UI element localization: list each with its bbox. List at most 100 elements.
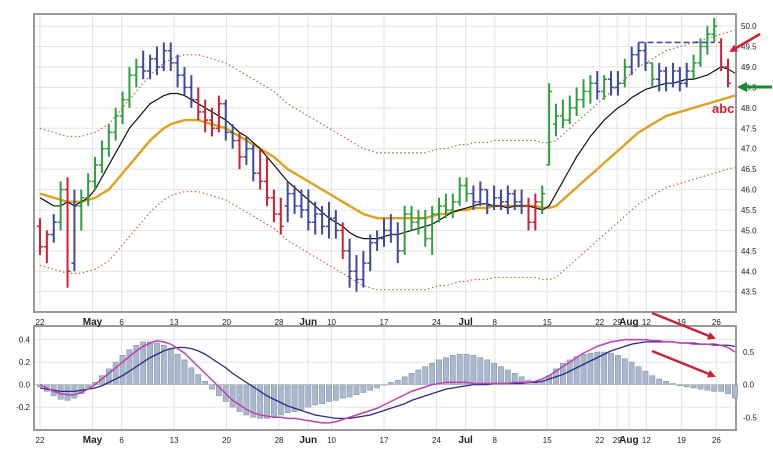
ohlc-bar — [57, 181, 64, 231]
ohlc-bar — [153, 46, 160, 76]
ohlc-bar — [367, 234, 374, 272]
macd-histogram-bar — [718, 384, 725, 392]
macd-histogram-bar — [277, 384, 284, 416]
macd-histogram-bar — [312, 384, 319, 406]
macd-lines — [39, 338, 736, 424]
ohlc-bar — [209, 107, 215, 137]
ohlc-bar — [257, 148, 264, 190]
ohlc-bar — [449, 193, 456, 219]
macd-histogram-bar — [635, 366, 642, 385]
price-x-tick-label: 8 — [493, 318, 498, 327]
ohlc-bar — [656, 62, 663, 92]
price-y-tick-label: 49.0 — [741, 63, 757, 72]
macd-histogram-bar — [64, 384, 71, 401]
ohlc-bar — [277, 197, 284, 235]
ohlc-bar — [608, 71, 615, 96]
price-x-tick-label: Jun — [299, 317, 317, 328]
macd-histogram-bar — [580, 354, 587, 385]
red-arrow-price — [729, 32, 761, 53]
macd-histogram-bar — [339, 384, 346, 399]
macd-signal-line — [39, 341, 735, 420]
ohlc-bar — [202, 99, 209, 133]
ohlc-bar — [669, 62, 676, 88]
macd-histogram-bar — [642, 370, 649, 385]
macd-histogram-bar — [484, 359, 491, 385]
upper-envelope-line — [39, 29, 736, 154]
macd-x-tick-label: 22 — [36, 436, 45, 445]
ohlc-bar — [298, 189, 305, 219]
macd-histogram-bar — [436, 359, 442, 385]
ohlc-bar — [601, 75, 608, 100]
ohlc-bar — [85, 173, 92, 206]
ohlc-bar — [663, 66, 670, 92]
macd-histogram-bar — [147, 341, 153, 385]
macd-histogram-bar — [408, 373, 415, 385]
macd-histogram-bar — [628, 361, 635, 385]
ohlc-bar — [346, 238, 353, 288]
ohlc-bar — [621, 58, 628, 88]
ohlc-bar — [649, 62, 656, 88]
ohlc-bar — [105, 124, 112, 157]
macd-histogram-bar — [353, 384, 360, 395]
ohlc-bar — [628, 46, 635, 76]
macd-histogram-bar — [615, 355, 621, 385]
price-x-tick-label: 17 — [380, 318, 389, 327]
ohlc-bar — [408, 205, 415, 231]
macd-histogram-bar — [195, 374, 202, 385]
price-y-tick-label: 49.5 — [741, 43, 757, 52]
macd-x-tick-label: 13 — [170, 436, 179, 445]
macd-histogram-bar — [167, 348, 174, 385]
macd-histogram-bar — [601, 351, 608, 385]
macd-histogram-bar — [449, 355, 456, 385]
macd-histogram-bar — [401, 376, 408, 385]
ohlc-bar — [477, 181, 484, 206]
price-x-tick-label: 20 — [222, 318, 231, 327]
ohlc-bar — [718, 38, 725, 72]
macd-x-tick-label: 15 — [543, 436, 552, 445]
ohlc-bar — [243, 136, 250, 166]
price-y-tick-label: 44.5 — [741, 247, 757, 256]
ohlc-bar — [387, 214, 394, 243]
red-arrow-macd-lower — [651, 349, 716, 378]
macd-histogram-bar — [209, 384, 215, 390]
ohlc-bar — [546, 83, 553, 166]
ohlc-bar — [339, 222, 346, 260]
ohlc-bar — [422, 210, 429, 247]
macd-histogram-bar — [202, 381, 209, 385]
red-arrow-macd-upper — [651, 311, 716, 340]
macd-histogram-bar — [656, 378, 663, 385]
macd-histogram-bar — [725, 384, 731, 394]
macd-x-tick-label: May — [83, 435, 103, 446]
ohlc-bar — [580, 79, 587, 108]
macd-x-tick-label: 22 — [595, 436, 604, 445]
ohlc-bar — [436, 197, 443, 223]
fast-ema-line — [39, 66, 736, 240]
ohlc-bar — [456, 177, 463, 206]
macd-histogram-bar — [305, 384, 312, 408]
macd-y-tick-label-right: 0.0 — [743, 381, 755, 390]
ohlc-bar — [525, 197, 532, 231]
price-y-axis: 43.5 44.0 44.5 45.0 45.5 46.0 46.5 47.0 47.5 48.0… — [741, 22, 757, 297]
macd-line — [39, 338, 736, 424]
price-y-tick-label: 46.5 — [741, 165, 757, 174]
macd-histogram-bar — [284, 384, 291, 413]
ohlc-bar — [690, 54, 697, 80]
price-y-tick-label: 44.0 — [741, 267, 757, 276]
price-x-tick-label: Aug — [619, 317, 638, 328]
ohlc-bar — [725, 58, 731, 88]
price-x-tick-label: May — [83, 317, 103, 328]
macd-y-tick-label-right: -0.5 — [743, 413, 757, 422]
ohlc-bar — [566, 95, 573, 125]
macd-histogram-bar — [374, 384, 381, 389]
ohlc-bar — [160, 42, 167, 72]
ohlc-bar — [504, 185, 511, 215]
macd-histogram-bar — [731, 384, 738, 399]
price-x-tick-label: 15 — [543, 318, 552, 327]
ohlc-bar — [215, 95, 222, 133]
macd-histogram-bar — [690, 384, 697, 389]
ohlc-bar — [332, 210, 339, 239]
ohlc-bar — [64, 177, 71, 288]
macd-histogram-bar — [663, 381, 669, 385]
macd-histogram — [35, 341, 738, 419]
